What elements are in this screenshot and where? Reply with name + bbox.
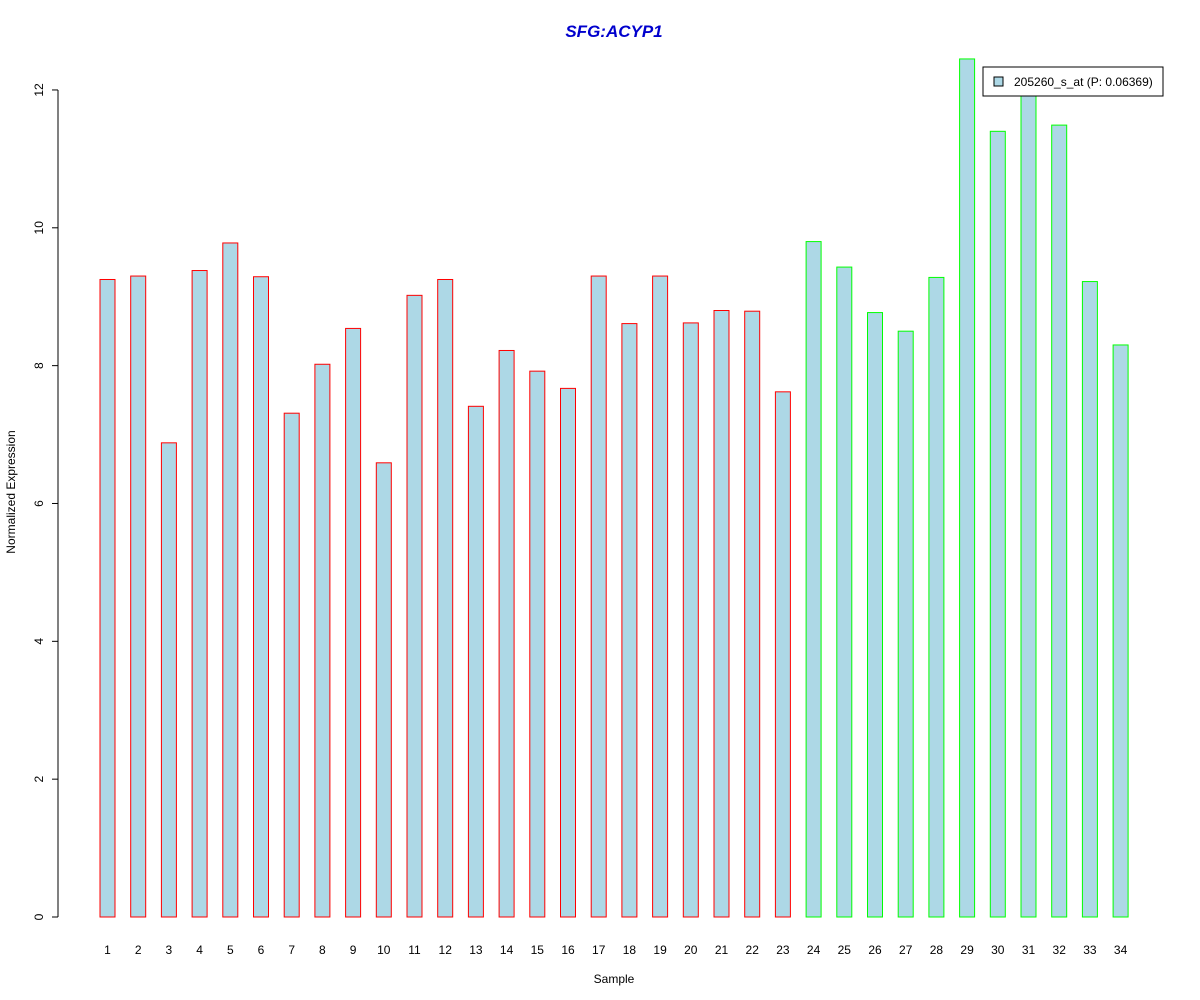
x-tick-label: 6	[258, 943, 265, 957]
y-tick-label: 0	[32, 913, 46, 920]
x-tick-labels: 1 2 3 4 5 6 7 8 9 10 11 12 13 14 15 16 17 18 19 20 21 22 23 24 2…	[104, 943, 1127, 957]
x-tick-label: 17	[592, 943, 606, 957]
y-axis-label: Normalized Expression	[4, 430, 18, 553]
bar-sample-6	[253, 276, 269, 918]
bar-sample-29	[959, 58, 976, 918]
x-tick-label: 30	[991, 943, 1005, 957]
bar-sample-21	[713, 310, 730, 918]
x-tick-label: 2	[135, 943, 142, 957]
bar-sample-32	[1051, 124, 1068, 918]
x-tick-label: 12	[439, 943, 453, 957]
x-tick-label: 11	[408, 943, 421, 957]
bar-sample-26	[867, 312, 883, 918]
bar-sample-19	[652, 275, 669, 918]
bar-sample-24	[805, 241, 822, 918]
bar-sample-7	[283, 412, 300, 918]
legend: 205260_s_at (P: 0.06369)	[982, 66, 1164, 97]
chart-title: SFG:ACYP1	[565, 22, 662, 41]
y-axis: 0 2 4 6 8 10 12	[32, 83, 59, 920]
x-tick-label: 26	[868, 943, 882, 957]
x-tick-label: 13	[469, 943, 483, 957]
bar-sample-34	[1112, 344, 1129, 918]
x-tick-label: 3	[166, 943, 173, 957]
x-tick-label: 22	[746, 943, 760, 957]
y-tick-label: 4	[32, 638, 46, 645]
x-tick-label: 8	[319, 943, 326, 957]
x-tick-label: 4	[196, 943, 203, 957]
bar-sample-20	[682, 322, 699, 918]
x-tick-label: 31	[1022, 943, 1036, 957]
x-tick-label: 10	[377, 943, 391, 957]
bar-sample-30	[989, 130, 1006, 918]
legend-swatch	[993, 76, 1004, 87]
bar-sample-33	[1081, 281, 1098, 918]
x-tick-label: 24	[807, 943, 821, 957]
x-tick-label: 15	[531, 943, 545, 957]
x-tick-label: 21	[715, 943, 729, 957]
x-tick-label: 16	[561, 943, 575, 957]
x-tick-label: 25	[838, 943, 852, 957]
x-tick-label: 20	[684, 943, 698, 957]
x-tick-label: 19	[653, 943, 667, 957]
x-axis-label: Sample	[594, 972, 635, 986]
bar-sample-8	[314, 363, 331, 918]
bar-sample-25	[836, 266, 853, 918]
bar-sample-1	[99, 278, 116, 918]
legend-label: 205260_s_at (P: 0.06369)	[1014, 75, 1153, 89]
x-tick-label: 27	[899, 943, 913, 957]
bar-sample-16	[560, 387, 576, 918]
y-tick-label: 8	[32, 362, 46, 369]
x-tick-label: 34	[1114, 943, 1128, 957]
x-tick-label: 5	[227, 943, 234, 957]
x-tick-label: 1	[104, 943, 111, 957]
bar-sample-11	[406, 294, 423, 918]
bar-sample-9	[345, 327, 362, 918]
y-tick-label: 12	[32, 83, 46, 97]
x-tick-label: 14	[500, 943, 514, 957]
x-tick-label: 33	[1083, 943, 1097, 957]
bar-sample-5	[222, 242, 239, 918]
bar-sample-23	[774, 391, 791, 918]
bar-sample-22	[744, 310, 761, 918]
bar-sample-10	[375, 462, 392, 918]
x-tick-label: 28	[930, 943, 944, 957]
x-tick-label: 23	[776, 943, 790, 957]
bar-sample-15	[529, 370, 546, 918]
x-tick-label: 9	[350, 943, 357, 957]
x-tick-label: 32	[1053, 943, 1067, 957]
bar-sample-17	[590, 275, 607, 918]
bar-sample-14	[498, 349, 515, 918]
bar-sample-28	[928, 276, 945, 918]
bar-sample-12	[437, 278, 454, 918]
bar-sample-2	[130, 275, 147, 918]
y-tick-label: 6	[32, 500, 46, 507]
bar-sample-27	[897, 330, 914, 918]
x-tick-label: 29	[960, 943, 974, 957]
y-tick-label: 2	[32, 776, 46, 783]
y-tick-label: 10	[32, 221, 46, 235]
bars-group	[99, 58, 1129, 918]
x-tick-label: 18	[623, 943, 637, 957]
bar-sample-4	[191, 270, 208, 918]
bar-sample-3	[160, 442, 177, 918]
x-tick-label: 7	[288, 943, 295, 957]
legend-box	[982, 66, 1164, 97]
bar-sample-18	[621, 323, 638, 918]
bar-sample-13	[467, 405, 484, 918]
bar-sample-31	[1020, 89, 1037, 918]
